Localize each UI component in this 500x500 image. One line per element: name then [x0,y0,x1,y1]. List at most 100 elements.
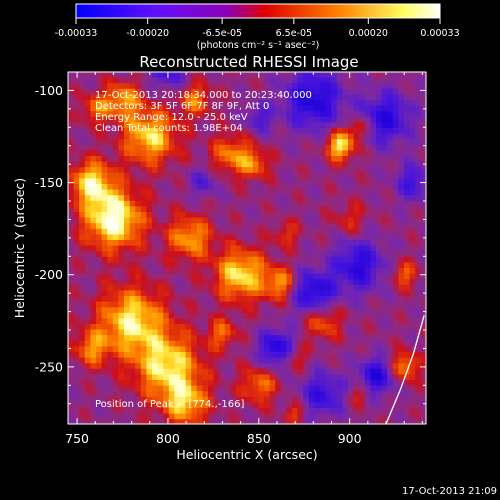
heatmap-cell [90,122,97,129]
heatmap-cell [107,273,114,280]
heatmap-cell [168,156,175,162]
heatmap-cell [112,324,119,330]
heatmap-cell [191,206,198,213]
heatmap-cell [420,228,426,235]
heatmap-cell [157,100,164,106]
heatmap-cell [163,318,170,325]
heatmap-cell [236,402,242,409]
heatmap-cell [135,217,142,224]
heatmap-cell [236,212,242,218]
heatmap-cell [320,391,326,398]
heatmap-cell [112,72,119,78]
heatmap-cell [364,413,371,420]
heatmap-cell [213,144,220,151]
heatmap-cell [168,301,175,308]
heatmap-cell [364,262,371,269]
heatmap-cell [112,105,119,112]
heatmap-cell [163,262,170,269]
heatmap-cell [168,268,175,274]
heatmap-cell [230,290,237,297]
heatmap-cell [224,279,231,286]
heatmap-cell [202,396,209,403]
heatmap-cell [359,206,366,213]
heatmap-cell [168,419,175,424]
heatmap-cell [118,256,125,263]
heatmap-cell [146,352,153,358]
heatmap-cell [124,357,130,364]
heatmap-cell [415,419,422,424]
heatmap-cell [269,335,276,342]
heatmap-cell [370,77,377,84]
heatmap-cell [174,184,181,190]
heatmap-cell [258,206,265,213]
heatmap-cell [264,223,270,230]
heatmap-cell [320,396,326,403]
heatmap-cell [241,105,248,112]
heatmap-cell [202,296,209,302]
heatmap-cell [353,206,360,213]
heatmap-cell [230,195,237,202]
heatmap-cell [303,167,310,174]
heatmap-cell [264,419,270,424]
heatmap-cell [219,273,226,280]
heatmap-cell [224,184,231,190]
heatmap-cell [107,83,114,90]
heatmap-cell [219,212,226,218]
heatmap-cell [409,312,416,319]
heatmap-cell [163,273,170,280]
heatmap-cell [308,150,315,157]
heatmap-cell [308,408,315,414]
heatmap-cell [264,184,270,190]
heatmap-cell [202,307,209,314]
heatmap-cell [420,206,426,213]
heatmap-cell [252,256,259,263]
heatmap-cell [152,391,158,398]
heatmap-cell [140,318,147,325]
heatmap-cell [79,150,86,157]
heatmap-cell [303,94,310,101]
heatmap-cell [152,312,158,319]
heatmap-cell [118,413,125,420]
heatmap-cell [420,122,426,129]
heatmap-cell [168,116,175,123]
heatmap-cell [336,374,343,381]
heatmap-cell [364,391,371,398]
heatmap-cell [213,200,220,207]
heatmap-cell [174,100,181,106]
heatmap-cell [146,100,153,106]
heatmap-cell [118,312,125,319]
heatmap-cell [146,251,153,258]
heatmap-cell [174,150,181,157]
heatmap-cell [252,419,259,424]
heatmap-cell [112,172,119,179]
heatmap-cell [387,94,394,101]
heatmap-cell [157,268,164,274]
heatmap-cell [157,245,164,252]
heatmap-cell [224,357,231,364]
heatmap-cell [124,77,130,84]
heatmap-cell [241,100,248,106]
heatmap-cell [314,245,321,252]
heatmap-cell [230,133,237,140]
heatmap-cell [202,262,209,269]
heatmap-cell [275,251,282,258]
heatmap-cell [213,273,220,280]
heatmap-cell [208,161,214,168]
heatmap-cell [112,391,119,398]
heatmap-cell [392,195,399,202]
heatmap-cell [342,324,349,330]
heatmap-cell [303,228,310,235]
heatmap-cell [135,72,142,78]
heatmap-cell [264,296,270,302]
heatmap-cell [230,268,237,274]
heatmap-cell [342,88,349,95]
heatmap-cell [415,150,422,157]
heatmap-cell [157,413,164,420]
heatmap-cell [236,83,242,90]
heatmap-cell [90,312,97,319]
heatmap-cell [353,408,360,414]
heatmap-cell [359,144,366,151]
heatmap-cell [224,88,231,95]
heatmap-cell [359,156,366,162]
heatmap-cell [208,206,214,213]
